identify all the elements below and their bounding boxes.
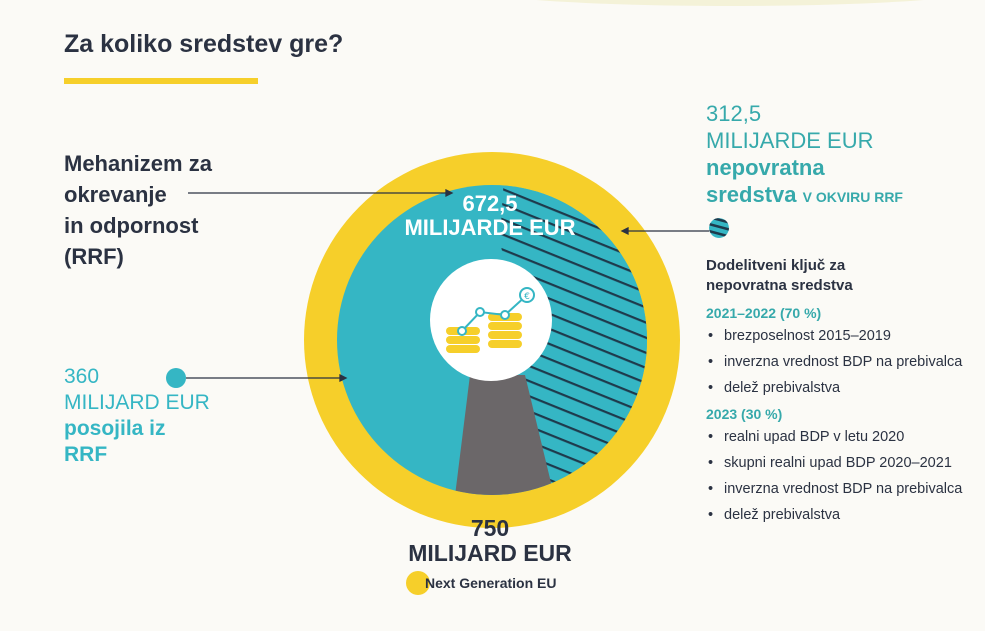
grants-unit: MILIJARDE EUR (706, 128, 874, 153)
grants-segment (500, 185, 647, 495)
center-value: 672,5 MILIJARDE EUR (390, 192, 590, 240)
period-label: 2021–2022 (70 %) (706, 305, 822, 321)
loans-desc: posojila iz (64, 417, 166, 440)
other-segment (452, 375, 560, 495)
grants-label: 312,5 MILIJARDE EUR nepovratna sredstva … (706, 100, 903, 211)
allocation-heading: Dodelitveni ključ za nepovratna sredstva (706, 256, 853, 296)
total-label: Next Generation EU (425, 575, 557, 591)
allocation-heading-line: nepovratna sredstva (706, 277, 853, 294)
list-item: delež prebivalstva (706, 380, 976, 397)
total-amount: 750 (470, 515, 510, 541)
decorative-arc (470, 0, 985, 6)
loans-unit: MILIJARD EUR (64, 391, 210, 414)
page-title: Za koliko sredstev gre? (64, 30, 344, 58)
teal-dot-icon (166, 368, 186, 388)
hatched-dot-icon (709, 218, 729, 238)
title-underline (64, 78, 258, 84)
loans-label: 360 MILIJARD EUR posojila iz RRF (64, 364, 210, 468)
total-value: 750 MILIJARD EUR (400, 516, 580, 566)
list-item: inverzna vrednost BDP na prebivalca (706, 354, 976, 371)
total-unit: MILIJARD EUR (408, 540, 572, 566)
grants-desc: sredstva (706, 182, 797, 207)
list-item: delež prebivalstva (706, 507, 976, 524)
period-label: 2023 (30 %) (706, 406, 783, 422)
coins-growth-euro-icon: € (446, 287, 535, 353)
allocation-heading-line: Dodelitveni ključ za (706, 257, 846, 274)
rrf-label-line: okrevanje (64, 182, 167, 207)
center-unit: MILIJARDE EUR (404, 215, 576, 240)
connector-lines (186, 188, 709, 383)
list-item: inverzna vrednost BDP na prebivalca (706, 481, 976, 498)
rrf-label-line: in odpornost (64, 213, 199, 238)
grants-scope: V OKVIRU RRF (802, 189, 903, 205)
yellow-dot-icon (406, 571, 430, 595)
list-item: brezposelnost 2015–2019 (706, 328, 976, 345)
loans-desc: RRF (64, 443, 108, 466)
list-item: skupni realni upad BDP 2020–2021 (706, 455, 976, 472)
grants-desc: nepovratna (706, 155, 825, 180)
list-item: realni upad BDP v letu 2020 (706, 429, 976, 446)
rrf-label: Mehanizem za okrevanje in odpornost (RRF… (64, 148, 212, 272)
grants-amount: 312,5 (706, 101, 762, 126)
rrf-label-line: Mehanizem za (64, 151, 212, 176)
allocation-list: 2021–2022 (70 %) brezposelnost 2015–2019… (706, 305, 976, 533)
loans-amount: 360 (64, 365, 100, 388)
rrf-label-line: (RRF) (64, 244, 124, 269)
svg-text:€: € (524, 292, 530, 302)
center-amount: 672,5 (462, 191, 518, 216)
